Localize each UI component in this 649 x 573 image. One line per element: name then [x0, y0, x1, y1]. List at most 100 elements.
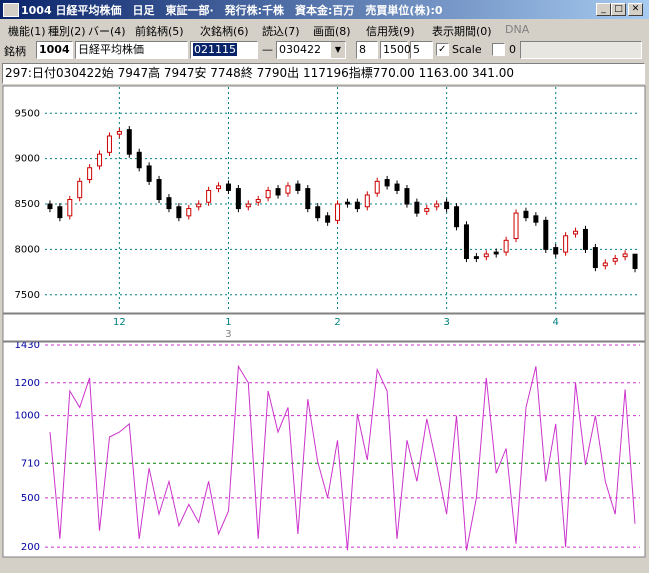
y-tick-label: 7500	[15, 290, 40, 301]
zero-checkbox[interactable]	[492, 43, 505, 56]
candle-body	[404, 188, 410, 205]
candle-body	[632, 253, 638, 269]
y-tick-label: 9000	[15, 154, 40, 165]
x-tick-label: 3	[443, 317, 449, 328]
code-field[interactable]: 1004	[36, 41, 73, 59]
menu-item[interactable]: 信用残(9)	[366, 25, 415, 38]
candle-body	[305, 188, 311, 210]
candle-body	[493, 251, 499, 255]
candle-body	[592, 247, 598, 269]
candle-body	[582, 228, 588, 250]
x-tick-label: 1	[225, 317, 231, 328]
y-tick-label: 200	[21, 542, 40, 553]
y-tick-label: 9500	[15, 108, 40, 119]
combo-arrow[interactable]: ▼	[331, 42, 345, 58]
y-tick-label: 1200	[15, 378, 40, 389]
candle-body	[176, 206, 182, 219]
price-panel	[2, 85, 646, 314]
candle-body	[67, 199, 73, 217]
candle-body	[483, 253, 489, 258]
candle-body	[87, 167, 93, 181]
maximize-button[interactable]: □	[611, 3, 626, 16]
candle-body	[206, 189, 212, 203]
candle-body	[116, 130, 122, 135]
candle-body	[285, 185, 291, 194]
field-3[interactable]: 5	[410, 41, 433, 59]
to-value: 030422	[279, 43, 321, 56]
candle-body	[424, 208, 430, 212]
candle-body	[523, 210, 529, 219]
candle-body	[265, 189, 271, 199]
y-tick-label: 1430	[15, 340, 40, 351]
to-combo[interactable]: 030422 ▼	[276, 41, 346, 59]
candle-body	[573, 230, 579, 235]
candle-body	[543, 219, 549, 250]
menu-item[interactable]: 機能(1)	[8, 25, 46, 38]
candle-body	[255, 199, 261, 203]
candle-body	[235, 188, 241, 210]
scale-checkbox[interactable]: ✓	[436, 43, 449, 56]
candle-body	[364, 194, 370, 208]
candle-body	[354, 201, 360, 210]
field-1[interactable]: 8	[356, 41, 378, 59]
candle-body	[166, 197, 172, 210]
candle-body	[275, 188, 281, 196]
name-field[interactable]: 日経平均株価	[75, 41, 188, 59]
minimize-button[interactable]: _	[596, 3, 611, 16]
menu-item[interactable]: 画面(8)	[313, 25, 351, 38]
menu-bar: 機能(1) 種別(2) バー(4) 前銘柄(5) 次銘柄(6) 読込(7) 画面(8) 信用残…	[0, 21, 649, 38]
candle-body	[344, 201, 350, 205]
title-bar: 1004 日経平均株価 日足 東証一部· 発行株:千株 資本金:百万 売買単位(…	[0, 0, 649, 19]
candle-body	[77, 180, 83, 199]
menu-item[interactable]: 読込(7)	[262, 25, 300, 38]
candle-body	[106, 135, 112, 153]
field-2[interactable]: 1500	[380, 41, 411, 59]
y-tick-label: 8000	[15, 244, 40, 255]
code-label: 銘柄	[4, 45, 26, 58]
candle-body	[463, 224, 469, 259]
menu-item[interactable]: DNA	[505, 23, 530, 36]
zero-label: 0	[509, 43, 516, 56]
candle-body	[196, 203, 202, 208]
candle-body	[225, 183, 231, 191]
candle-body	[146, 165, 152, 182]
candle-body	[315, 206, 321, 219]
indicator-line	[49, 364, 636, 551]
title: 1004 日経平均株価 日足 東証一部· 発行株:千株 資本金:百万 売買単位(…	[21, 4, 443, 17]
candle-body	[473, 256, 479, 259]
menu-item[interactable]: 前銘柄(5)	[135, 25, 184, 38]
y-tick-label: 8500	[15, 199, 40, 210]
x-tick-label: 12	[113, 317, 126, 328]
y-tick-label: 500	[21, 493, 40, 504]
candle-body	[444, 201, 450, 210]
candle-body	[126, 129, 132, 155]
close-button[interactable]: ✕	[628, 3, 643, 16]
candle-body	[553, 247, 559, 255]
candle-body	[434, 203, 440, 208]
candle-body	[384, 179, 390, 187]
candle-body	[503, 239, 509, 253]
slider[interactable]	[520, 41, 642, 59]
menu-item[interactable]: バー(4)	[88, 25, 126, 38]
x-tick-label: 4	[553, 317, 559, 328]
from-field[interactable]: 021115	[190, 41, 258, 59]
indicator-panel	[2, 341, 646, 558]
candle-body	[414, 201, 420, 214]
info-line: 297:日付030422始 7947高 7947安 7748終 7790出 11…	[2, 63, 645, 84]
candle-body	[186, 208, 192, 217]
candle-body	[394, 183, 400, 191]
range-dash: —	[262, 43, 273, 56]
menu-item[interactable]: 種別(2)	[48, 25, 86, 38]
menu-item[interactable]: 表示期間(0)	[432, 25, 492, 38]
candle-body	[136, 151, 142, 169]
candle-body	[563, 235, 569, 253]
candle-body	[325, 215, 331, 223]
candle-body	[374, 180, 380, 194]
menu-item[interactable]: 次銘柄(6)	[200, 25, 249, 38]
candle-body	[245, 203, 251, 208]
candle-body	[513, 212, 519, 240]
candle-body	[454, 206, 460, 228]
date-strip	[2, 313, 646, 342]
